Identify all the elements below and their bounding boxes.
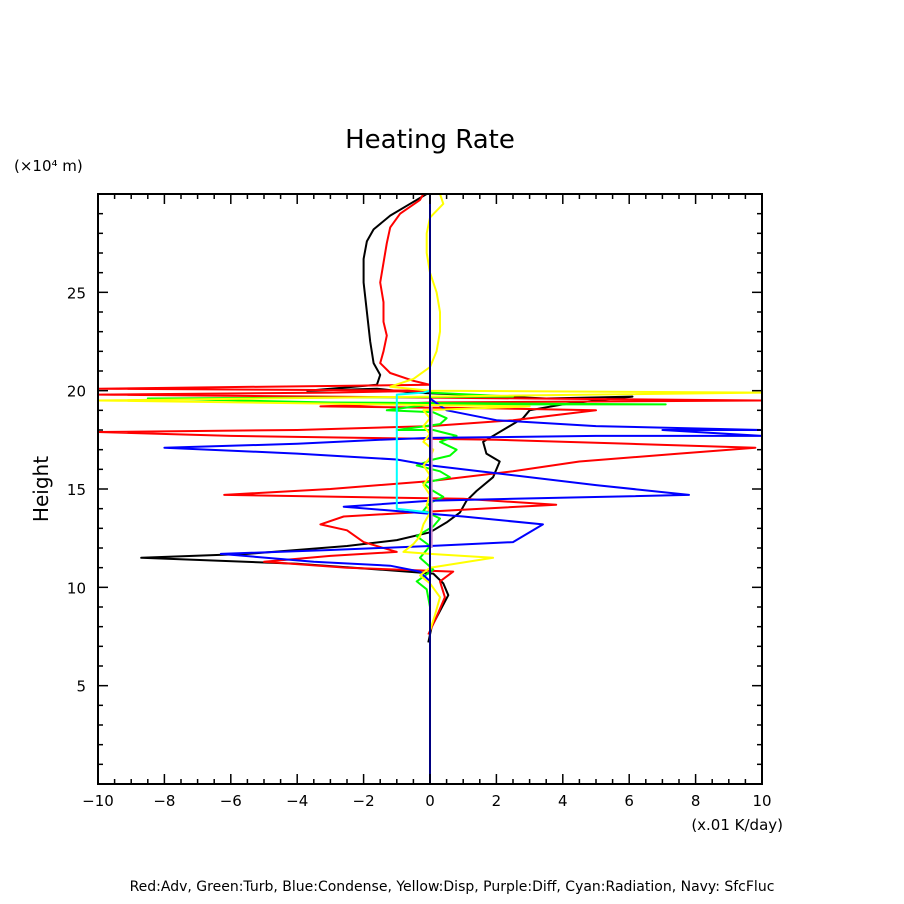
x-tick-label: −4 bbox=[286, 792, 308, 810]
series-line-cyan bbox=[395, 389, 431, 514]
y-tick-label: 15 bbox=[67, 481, 86, 499]
x-tick-label: 10 bbox=[752, 792, 771, 810]
x-tick-label: −10 bbox=[82, 792, 114, 810]
x-tick-label: 2 bbox=[492, 792, 502, 810]
y-unit-label: (×10⁴ m) bbox=[14, 157, 83, 175]
series-line-black-total bbox=[140, 193, 634, 643]
y-tick-label: 20 bbox=[67, 383, 86, 401]
x-tick-label: 4 bbox=[558, 792, 568, 810]
series-layer bbox=[97, 193, 763, 784]
axes-layer: −10 −8 −6 −4 −2 0 2 4 6 8 10 5 10 15 20 25 bbox=[67, 193, 772, 810]
x-tick-label: −8 bbox=[153, 792, 175, 810]
legend-text: Red:Adv, Green:Turb, Blue:Condense, Yell… bbox=[130, 879, 775, 895]
series-line-blue bbox=[163, 390, 763, 583]
y-tick-label: 10 bbox=[67, 579, 86, 597]
x-tick-label: 8 bbox=[691, 792, 701, 810]
x-tick-label: 0 bbox=[425, 792, 435, 810]
y-axis-title: Height bbox=[29, 456, 53, 522]
x-tick-label: −2 bbox=[353, 792, 375, 810]
y-tick-label: 25 bbox=[67, 284, 86, 302]
x-tick-label: 6 bbox=[624, 792, 634, 810]
x-tick-label: −6 bbox=[220, 792, 242, 810]
y-tick-label: 5 bbox=[76, 678, 86, 696]
chart-title: Heating Rate bbox=[345, 125, 515, 155]
x-axis-unit-label: (x.01 K/day) bbox=[691, 816, 783, 834]
series-line-green bbox=[146, 391, 667, 637]
series-line-red bbox=[97, 193, 763, 635]
